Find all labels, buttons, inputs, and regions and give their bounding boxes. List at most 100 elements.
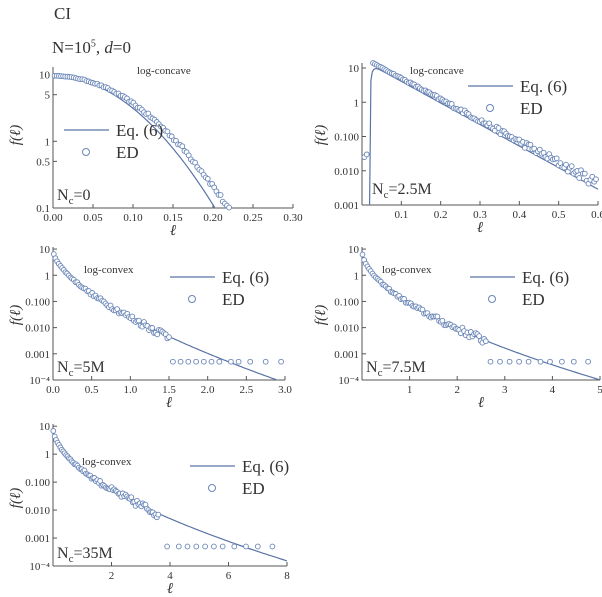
ed-point [200,358,207,365]
x-tick-label: 0.30 [283,212,303,224]
legend-point-label: ED [242,479,265,498]
ed-point [136,317,142,324]
y-axis-label: f(ℓ) [8,125,24,145]
y-tick-label: 0.010 [25,323,50,335]
ed-point [154,331,161,338]
panel-nc-5: 0.0 0.5 1.0 1.5 2.0 2.5 3.0 10⁻⁴ 0.001 0.010 0.100… [8,244,292,411]
ed-point [254,543,261,550]
x-axis-label: ℓ [478,395,484,411]
ed-point [278,358,284,365]
nc-label: Nc=35M [57,545,113,565]
ed-point [525,358,532,365]
ed-point [235,358,242,365]
nc-label-sub: c [384,189,389,201]
legend-line-label: Eq. (6) [520,77,567,96]
ed-point [497,358,503,365]
y-tick-label: 1 [354,97,360,109]
ed-point [192,159,198,166]
nc-label-sub: c [69,367,74,379]
x-tick-label: 0.00 [43,212,63,224]
ed-point [570,358,577,365]
nc-label-n: N [366,359,378,376]
legend-point-label: ED [520,99,543,118]
y-tick-label: 0.100 [334,296,359,308]
ed-point [228,358,234,365]
ed-point [177,358,184,365]
y-tick-label: 0.001 [25,349,50,361]
legend-point-swatch [488,295,496,303]
nc-label: Nc=5M [57,359,105,379]
ed-point [506,358,513,365]
params-prefix: N=10 [52,38,91,57]
ed-point [476,333,482,339]
ed-point [217,192,224,198]
panel-nc-35: 2 4 6 8 10⁻⁴ 0.001 0.010 0.100 1 10 ℓ f(ℓ) log-conve… [8,421,290,597]
x-tick-label: 0.10 [123,212,143,224]
nc-label-sub: c [378,367,383,379]
x-tick-label: 3.0 [278,384,292,396]
ed-point [585,358,591,365]
ed-point [155,511,162,518]
curvature-annotation: log-convex [84,264,134,276]
nc-label-sub: c [69,195,74,207]
ed-point [202,543,208,550]
ed-point [537,358,544,365]
y-tick-label: 1 [45,270,51,282]
figure-parameters: N=105, d=0 [52,38,131,58]
y-tick-label: 0.001 [25,533,50,545]
y-tick-label: 0.010 [334,166,359,178]
y-axis-label: f(ℓ) [8,488,24,508]
x-tick-label: 1.0 [123,384,137,396]
ed-point [149,325,156,331]
ed-point [166,334,172,340]
y-tick-label: 0.001 [334,200,359,212]
ed-point [193,358,199,365]
nc-label: Nc=0 [57,187,90,207]
x-axis-label: ℓ [167,581,173,597]
legend-line-label: Eq. (6) [242,457,289,476]
x-axis-label: ℓ [170,223,176,239]
ed-point [482,338,489,345]
x-tick-label: 0.1 [394,209,408,221]
x-tick-label: 6 [226,570,232,582]
ed-point [581,170,588,177]
params-separator: , [95,38,105,57]
nc-label-n: N [57,187,69,204]
curvature-annotation: log-convex [82,456,132,468]
ed-point [50,428,57,434]
nc-label-value: =7.5M [382,359,425,376]
ed-point [170,358,176,365]
y-tick-label: 1 [45,449,51,461]
ed-point [184,543,191,550]
ed-point [185,358,192,365]
y-tick-label: 0.010 [334,323,359,335]
ed-point [164,543,170,550]
x-tick-label: 1.5 [162,384,176,396]
nc-label-value: =35M [73,545,112,562]
y-tick-label: 0.100 [25,477,50,489]
params-suffix: =0 [112,38,131,57]
x-tick-label: 0.05 [83,212,103,224]
y-tick-label: 10⁻⁴ [29,561,50,573]
nc-label-n: N [57,359,69,376]
ed-point [204,175,211,182]
ed-point [553,155,560,162]
x-axis-label: ℓ [166,395,172,411]
y-tick-label: 0.010 [25,505,50,517]
y-tick-label: 10 [348,63,360,75]
x-axis-label: ℓ [477,220,483,236]
ed-point [179,143,186,150]
panel-nc-0: 0.00 0.05 0.10 0.15 0.20 0.25 0.30 0.1 0.5 1 5 10 ℓ f… [8,65,303,239]
legend-point-label: ED [222,290,245,309]
ed-point [219,543,226,550]
ed-point [216,358,223,365]
ed-point [269,543,276,550]
curvature-annotation: log-concave [137,65,191,77]
x-tick-label: 3 [502,384,508,396]
x-tick-label: 0.25 [243,212,263,224]
legend-line-label: Eq. (6) [116,121,163,140]
ed-point [547,358,553,365]
curvature-annotation: log-convex [382,264,432,276]
ed-point [359,251,366,258]
ed-point [576,175,583,181]
